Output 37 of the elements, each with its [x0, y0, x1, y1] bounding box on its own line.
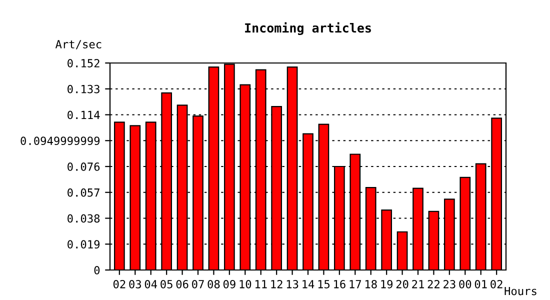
y-tick-label: 0.057: [68, 188, 100, 197]
x-tick-label: 09: [223, 280, 236, 288]
x-tick-label: 03: [129, 280, 141, 288]
x-tick-label: 00: [459, 280, 472, 288]
x-tick-label: 05: [160, 280, 172, 288]
x-tick-label: 08: [208, 280, 220, 288]
x-tick-label: 01: [474, 280, 487, 288]
x-tick-label: 04: [144, 280, 158, 288]
y-tick-label: 0: [94, 266, 100, 274]
x-tick-label: 07: [192, 280, 204, 288]
x-tick-label: 22: [428, 280, 440, 288]
x-tick-label: 15: [318, 280, 330, 288]
y-tick-label: 0.114: [68, 110, 100, 120]
x-tick-label: 18: [366, 280, 377, 288]
chart-title: Incoming articles: [245, 22, 371, 36]
y-tick-label: 0.133: [68, 84, 100, 94]
x-tick-label: 02: [113, 280, 126, 288]
x-tick-label: 19: [381, 280, 393, 288]
x-tick-label: 06: [176, 280, 188, 288]
x-tick-label: 13: [286, 280, 298, 288]
x-tick-label: 12: [271, 280, 282, 288]
x-tick-label: 20: [396, 280, 408, 288]
x-tick-label: 11: [256, 280, 267, 288]
x-tick-label: 17: [350, 280, 361, 288]
x-axis-title: Hours: [504, 286, 536, 296]
y-axis-title: Art/sec: [55, 40, 102, 50]
y-tick-label: 0.076: [68, 162, 100, 171]
x-tick-label: 16: [334, 280, 346, 288]
y-tick-label: 0.0949999999: [20, 136, 100, 146]
x-tick-label: 21: [412, 280, 424, 288]
x-tick-label: 23: [444, 280, 456, 288]
x-tick-label: 14: [302, 280, 314, 288]
x-tick-label: 02: [490, 280, 502, 288]
x-tick-label: 10: [240, 280, 252, 288]
y-tick-label: 0.038: [68, 214, 100, 223]
y-tick-label: 0.152: [68, 59, 100, 68]
y-tick-label: 0.019: [68, 240, 100, 249]
